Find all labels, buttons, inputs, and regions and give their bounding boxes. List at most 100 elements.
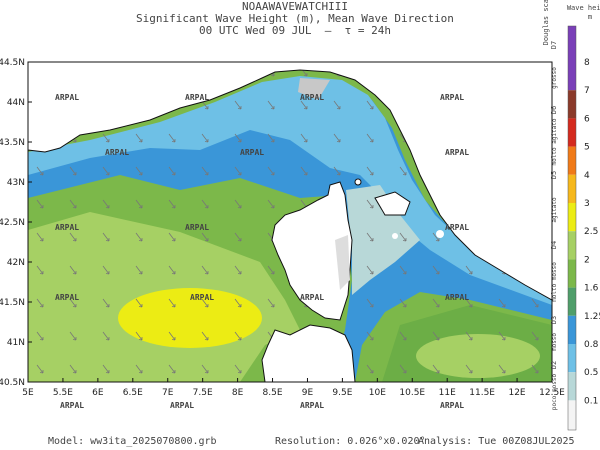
lat-label: 43.5N: [0, 138, 25, 148]
land: [436, 230, 444, 238]
arrow: [168, 133, 176, 143]
arrow: [36, 265, 44, 275]
lon-label: 10.5E: [399, 388, 425, 398]
douglas-class: D3: [550, 316, 558, 324]
arrow: [432, 364, 440, 374]
colorbar-segment: [568, 344, 576, 373]
watermark: ARPAL: [55, 223, 79, 232]
arrow: [135, 331, 143, 341]
douglas-description: molto agitato: [551, 118, 558, 165]
colorbar-segment: [568, 203, 576, 232]
lon-label: 11.5E: [469, 388, 495, 398]
arrow: [135, 298, 143, 308]
arrow: [267, 166, 275, 176]
sea-zone: [346, 185, 420, 295]
colorbar-label: 2.5: [584, 227, 598, 237]
arrow: [135, 364, 143, 374]
lon-label: 6.5E: [123, 388, 143, 398]
arrow: [168, 199, 176, 209]
arrow: [498, 364, 506, 374]
arrow: [234, 364, 242, 374]
colorbar-label: 3: [584, 199, 590, 209]
arrow: [201, 298, 209, 308]
colorbar-segment: [568, 287, 576, 316]
lon-label: 6E: [92, 388, 104, 398]
arrow: [102, 133, 110, 143]
douglas-class: D2: [550, 361, 558, 369]
arrow: [168, 331, 176, 341]
title: Significant Wave Height (m), Mean Wave D…: [136, 12, 454, 25]
watermark: ARPAL: [300, 401, 324, 410]
watermark: ARPAL: [445, 293, 469, 302]
arrow: [234, 265, 242, 275]
arrow: [366, 199, 374, 209]
land: [271, 181, 353, 321]
arrow: [135, 133, 143, 143]
model-name: NOAAWAVEWATCHIII: [242, 0, 348, 13]
arrow: [69, 298, 77, 308]
subtitle: 00 UTC Wed 09 JUL — τ = 24h: [199, 24, 391, 37]
watermark: ARPAL: [190, 293, 214, 302]
arrow: [366, 100, 374, 110]
lat-label: 42.5N: [0, 218, 25, 228]
lat-label: 40.5N: [0, 378, 25, 388]
sea-zone: [28, 78, 552, 382]
arrow: [102, 364, 110, 374]
arrow: [201, 265, 209, 275]
arrow: [36, 199, 44, 209]
arrow: [300, 166, 308, 176]
colorbar-segment: [568, 146, 576, 175]
arrow: [465, 298, 473, 308]
douglas-class: D6: [550, 106, 558, 114]
land: [27, 61, 553, 301]
colorbar-segment: [568, 62, 576, 91]
arrow: [366, 331, 374, 341]
arrow: [102, 199, 110, 209]
watermark: ARPAL: [440, 401, 464, 410]
watermark: ARPAL: [440, 93, 464, 102]
arrow: [36, 331, 44, 341]
watermark: ARPAL: [240, 148, 264, 157]
lon-label: 9E: [302, 388, 314, 398]
land: [354, 178, 362, 186]
arrow: [300, 133, 308, 143]
colorbar-label: 1.25: [584, 312, 600, 322]
lat-label: 42N: [7, 258, 25, 268]
watermark: ARPAL: [55, 293, 79, 302]
sea-zone: [118, 288, 262, 348]
colorbar-segment: [568, 118, 576, 147]
watermark: ARPAL: [170, 401, 194, 410]
footer-model: Model: ww3ita_2025070800.grb: [48, 436, 217, 447]
arrow: [399, 364, 407, 374]
arrow: [36, 166, 44, 176]
arrow: [300, 100, 308, 110]
colorbar-label: 5: [584, 143, 590, 153]
arrow: [234, 331, 242, 341]
colorbar-segment: [568, 259, 576, 288]
arrow: [432, 298, 440, 308]
douglas-description: agitato: [551, 197, 558, 223]
colorbar-label: 7: [584, 86, 590, 96]
colorbar-segment: [568, 372, 576, 401]
arrow: [465, 265, 473, 275]
colorbar-frame: [567, 25, 577, 431]
douglas-class: D5: [550, 171, 558, 179]
arrow: [432, 265, 440, 275]
arrow: [531, 364, 539, 374]
arrow: [201, 133, 209, 143]
lat-label: 41N: [7, 338, 25, 348]
watermark: ARPAL: [55, 93, 79, 102]
lon-label: 12.5E: [539, 388, 565, 398]
land: [374, 191, 411, 216]
watermark: ARPAL: [300, 293, 324, 302]
lon-label: 8E: [232, 388, 244, 398]
douglas-description: grosso: [551, 67, 558, 89]
colorbar-label: 0.5: [584, 368, 598, 378]
arrow: [168, 364, 176, 374]
footer-analysis: Analysis: Tue 00Z08JUL2025: [418, 436, 575, 447]
land: [392, 233, 398, 239]
arrow: [432, 232, 440, 242]
arrow: [102, 331, 110, 341]
arrow: [333, 133, 341, 143]
colorbar-label: 1.6: [584, 284, 599, 294]
